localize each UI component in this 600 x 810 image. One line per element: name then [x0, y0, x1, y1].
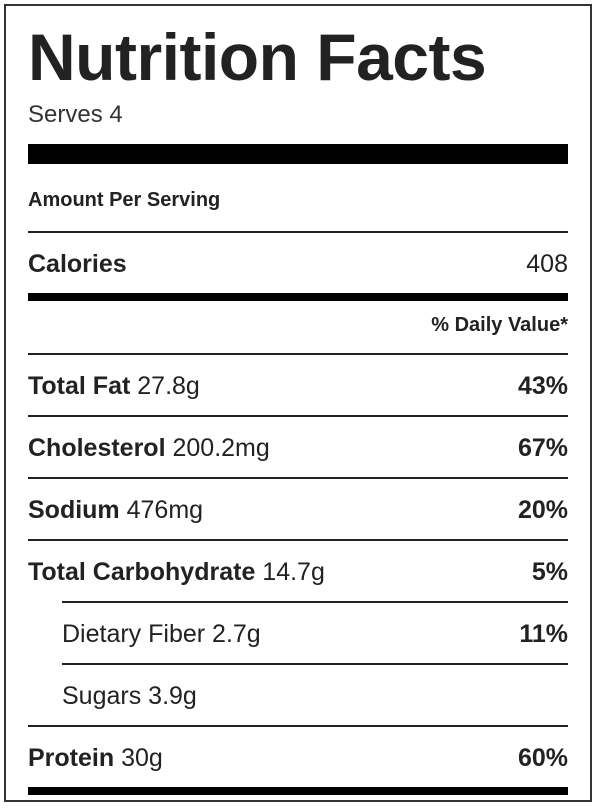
nutrient-label: Dietary Fiber	[62, 619, 206, 648]
medium-divider	[28, 293, 568, 301]
nutrient-amount: 2.7g	[212, 619, 261, 648]
medium-divider	[28, 787, 568, 795]
indented-divider	[62, 601, 568, 603]
nutrient-label: Sodium	[28, 495, 120, 524]
nutrient-label: Total Carbohydrate	[28, 557, 256, 586]
nutrient-label: Total Fat	[28, 371, 131, 400]
nutrient-amount: 14.7g	[262, 557, 325, 586]
nutrient-row-sugars: Sugars 3.9g	[62, 666, 568, 726]
amount-per-serving: Amount Per Serving	[28, 189, 221, 211]
nutrient-label: Cholesterol	[28, 433, 166, 462]
nutrient-row-total-fat: Total Fat 27.8g 43%	[28, 356, 568, 416]
nutrient-amount: 476mg	[126, 495, 204, 524]
nutrition-facts-label: Nutrition Facts Serves 4 Amount Per Serv…	[4, 4, 592, 802]
nutrient-amount: 3.9g	[148, 681, 197, 710]
divider	[28, 477, 568, 479]
nutrient-label: Sugars	[62, 681, 142, 710]
divider	[28, 725, 568, 727]
nutrition-facts-content: Nutrition Facts Serves 4 Amount Per Serv…	[28, 6, 568, 800]
divider	[28, 231, 568, 233]
divider	[28, 539, 568, 541]
nutrient-daily-value: 67%	[517, 433, 568, 462]
indented-divider	[62, 663, 568, 665]
nutrient-daily-value: 43%	[517, 371, 568, 400]
nutrient-amount: 200.2mg	[172, 433, 270, 462]
thick-divider	[28, 144, 568, 164]
daily-value-header: % Daily Value*	[431, 314, 568, 336]
calories-label: Calories	[28, 249, 127, 278]
nutrient-row-dietary-fiber: Dietary Fiber 2.7g 11%	[62, 604, 568, 664]
nutrient-amount: 30g	[121, 743, 163, 772]
nutrient-daily-value: 60%	[517, 743, 568, 772]
nutrient-daily-value: 20%	[517, 495, 568, 524]
nutrient-row-protein: Protein 30g 60%	[28, 728, 568, 788]
calories-row: Calories 408	[28, 234, 568, 294]
nutrient-daily-value: 5%	[531, 557, 568, 586]
nutrient-row-total-carbohydrate: Total Carbohydrate 14.7g 5%	[28, 542, 568, 602]
divider	[28, 415, 568, 417]
nutrition-title: Nutrition Facts	[28, 20, 487, 94]
calories-value: 408	[526, 249, 568, 278]
nutrient-row-sodium: Sodium 476mg 20%	[28, 480, 568, 540]
nutrient-amount: 27.8g	[137, 371, 200, 400]
nutrient-daily-value: 11%	[519, 619, 568, 648]
divider	[28, 353, 568, 355]
nutrient-label: Protein	[28, 743, 115, 772]
servings-text: Serves 4	[28, 101, 123, 128]
nutrient-row-cholesterol: Cholesterol 200.2mg 67%	[28, 418, 568, 478]
